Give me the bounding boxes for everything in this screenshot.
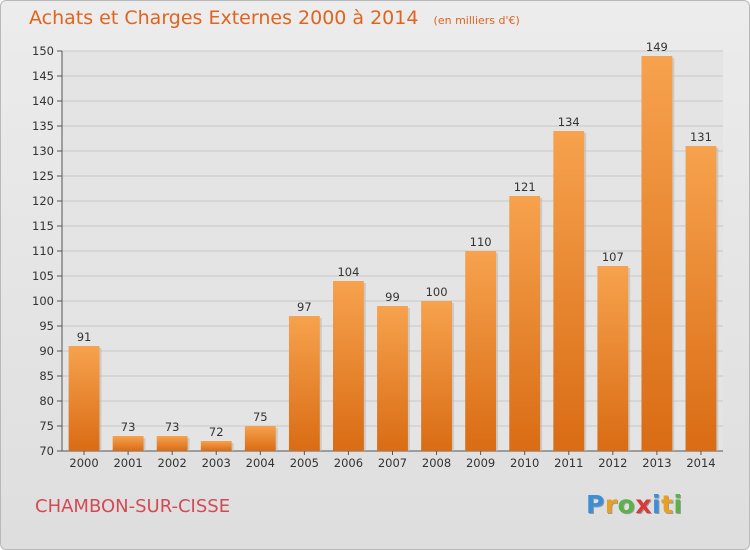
bar [112,436,144,451]
logo-letter: i [673,490,683,519]
x-tick-label: 2004 [246,456,275,470]
x-tick-label: 2014 [686,456,715,470]
bar [377,306,408,451]
x-tick-label: 2002 [158,456,187,470]
data-label: 72 [209,425,224,439]
data-label: 110 [470,235,492,249]
y-tick-label: 140 [32,94,54,108]
bar [156,436,188,451]
data-label: 107 [602,250,624,264]
bar [333,281,364,451]
data-label: 73 [121,420,136,434]
logo-letter: o [617,490,636,519]
x-tick-label: 2006 [334,456,363,470]
x-tick-label: 2003 [202,456,231,470]
x-tick-label: 2005 [290,456,319,470]
y-tick-label: 70 [39,444,54,458]
data-label: 131 [690,130,712,144]
data-label: 99 [385,290,400,304]
data-label: 104 [337,265,359,279]
logo-letter: x [635,490,652,519]
data-label: 134 [558,115,580,129]
x-tick-label: 2011 [554,456,583,470]
chart-unit: (en milliers d'€) [433,14,520,27]
y-tick-label: 125 [32,169,54,183]
bar [641,56,673,451]
y-tick-label: 130 [32,144,54,158]
data-label: 149 [646,40,668,54]
y-tick-label: 120 [32,194,54,208]
data-label: 121 [514,180,536,194]
data-label: 100 [426,285,448,299]
x-tick-label: 2000 [69,456,98,470]
logo-letter: i [652,490,662,519]
bar [553,131,585,451]
bar [200,441,232,451]
logo-letter: P [586,490,605,519]
y-tick-label: 85 [39,369,54,383]
y-tick-label: 135 [32,119,54,133]
y-tick-label: 95 [39,319,54,333]
place-name: CHAMBON-SUR-CISSE [35,496,231,517]
x-tick-label: 2012 [598,456,627,470]
bar [597,266,629,451]
logo-letter: r [604,490,618,519]
x-tick-label: 2001 [113,456,142,470]
x-tick-label: 2008 [422,456,451,470]
x-tick-label: 2010 [510,456,539,470]
x-tick-label: 2013 [642,456,671,470]
chart-title: Achats et Charges Externes 2000 à 2014 (… [29,7,520,29]
y-tick-label: 105 [32,269,54,283]
bar [465,251,497,451]
bar [421,301,452,451]
logo-letter: t [661,490,674,519]
data-label: 91 [77,330,92,344]
y-tick-label: 90 [39,344,54,358]
y-tick-label: 100 [32,294,54,308]
data-label: 75 [253,410,268,424]
bar [68,346,100,451]
bar [288,316,320,451]
x-tick-label: 2007 [378,456,407,470]
data-label: 73 [165,420,180,434]
bar [244,426,276,451]
x-tick-label: 2009 [466,456,495,470]
y-tick-label: 110 [32,244,54,258]
proxiti-logo: Proxiti [586,490,683,519]
bar [509,196,541,451]
y-tick-label: 75 [39,419,54,433]
y-tick-label: 145 [32,69,54,83]
bar [685,146,717,451]
y-tick-label: 115 [32,219,54,233]
data-label: 97 [297,300,312,314]
chart-title-main: Achats et Charges Externes 2000 à 2014 [29,7,419,29]
y-tick-label: 150 [32,44,54,58]
y-tick-label: 80 [39,394,54,408]
